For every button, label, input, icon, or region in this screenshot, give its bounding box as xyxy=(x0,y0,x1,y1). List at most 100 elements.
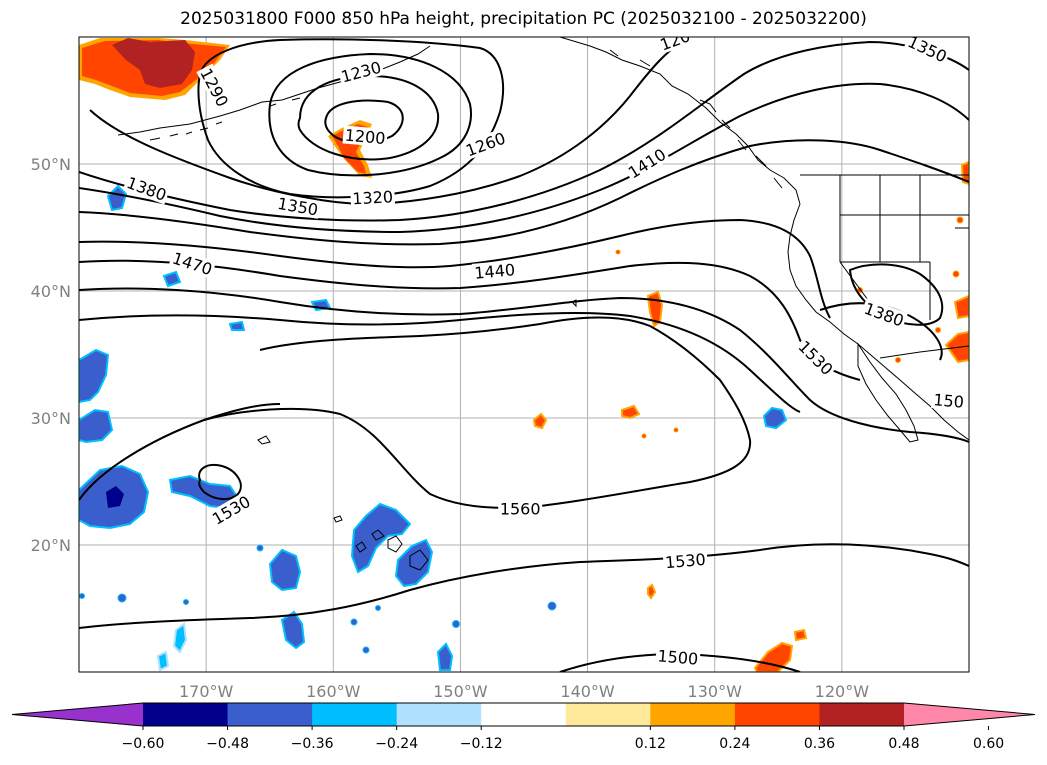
contour-label-halo xyxy=(207,491,255,529)
colorbar-label-6: 0.24 xyxy=(719,736,750,752)
precip-neg-ne-4 xyxy=(228,320,246,331)
colorbar-swatch-1 xyxy=(227,703,313,726)
lat-label-2: 30°N xyxy=(31,409,71,428)
precip-speck-3 xyxy=(935,327,941,333)
contour-label-12: 150 xyxy=(931,390,967,412)
contour-label-halo xyxy=(860,298,908,331)
precip-speck-7 xyxy=(641,433,647,439)
contour-1350 xyxy=(79,40,969,222)
contour-1200 xyxy=(324,99,404,144)
contour-label-halo xyxy=(931,390,967,411)
contour-label-halo xyxy=(793,335,838,380)
precip-neg-speck-5 xyxy=(350,618,358,626)
precip-neg-speck-8 xyxy=(79,593,85,599)
precip-neg-ne-1 xyxy=(106,184,128,212)
precip-dot-3 xyxy=(647,583,657,600)
lon-label-0: 170°W xyxy=(179,682,234,701)
contour-label-text: 1200 xyxy=(344,126,386,148)
contour-label-15: 1560 xyxy=(498,499,543,518)
contour-1260 xyxy=(268,52,472,177)
colorbar-label-7: 0.36 xyxy=(804,736,835,752)
colorbar-swatch-8 xyxy=(819,703,905,726)
map-frame xyxy=(78,36,970,673)
precip-speck-1 xyxy=(956,216,964,224)
colorbar-swatch-5 xyxy=(565,703,651,726)
precip-neg-speck-6 xyxy=(256,544,264,552)
alaska-peninsula xyxy=(117,45,431,136)
precip-positive-areas xyxy=(79,38,969,672)
colorbar-label-3: −0.24 xyxy=(375,736,418,752)
colorbar-swatch-2 xyxy=(312,703,398,726)
precip-neg-west-3-core xyxy=(106,486,124,508)
lon-label-5: 120°W xyxy=(815,682,870,701)
precip-neg-speck-9 xyxy=(183,599,189,605)
colorbar-label-8: 0.48 xyxy=(888,736,919,752)
contour-label-text: 1440 xyxy=(474,260,516,282)
colorbar-label-1: −0.48 xyxy=(206,736,249,752)
precip-neg-speck-2 xyxy=(547,601,557,611)
precip-neg-hawaii-3 xyxy=(268,548,302,592)
colorbar: −0.60 −0.48 −0.36 −0.24 −0.12 0.12 0.24 0.36 0.4… xyxy=(11,702,1036,752)
contour-1440 xyxy=(79,218,831,319)
contour-label-16: 1530 xyxy=(662,549,709,572)
contour-label-text: 1320 xyxy=(352,187,394,208)
precip-neg-speck-3 xyxy=(452,620,460,628)
coastlines xyxy=(117,37,969,571)
hawaii-islands xyxy=(355,529,429,571)
contour-label-halo xyxy=(498,499,543,518)
contour-label-8: 1440 xyxy=(471,260,518,283)
contour-label-halo xyxy=(122,172,171,205)
baja-california xyxy=(857,342,919,443)
contour-label-halo xyxy=(274,193,322,219)
colorbar-swatch-7 xyxy=(734,703,820,726)
contour-1560 xyxy=(203,316,752,509)
contour-label-halo xyxy=(196,63,233,111)
contour-label-halo xyxy=(350,187,396,208)
map-title: 2025031800 F000 850 hPa height, precipit… xyxy=(180,9,867,29)
colorbar-label-4: −0.12 xyxy=(460,736,503,752)
longitude-labels: 170°W 160°W 150°W 140°W 130°W 120°W xyxy=(179,682,869,701)
lat-label-3: 20°N xyxy=(31,536,71,555)
colorbar-label-2: −0.36 xyxy=(291,736,334,752)
lat-label-1: 40°N xyxy=(31,282,71,301)
alaska-coast xyxy=(559,37,801,205)
precip-blob-sw2 xyxy=(793,628,808,642)
contour-1500 xyxy=(79,287,969,443)
latitude-labels: 50°N 40°N 30°N 20°N xyxy=(31,155,71,555)
colorbar-swatch-4 xyxy=(481,703,567,726)
colorbar-label-5: 0.12 xyxy=(635,736,666,752)
contour-label-halo xyxy=(655,646,701,668)
contour-label-text: 1500 xyxy=(657,646,699,668)
precip-neg-speck-1 xyxy=(117,593,127,603)
contour-1530-south xyxy=(79,543,969,629)
precip-speck-6 xyxy=(615,249,621,255)
precip-neg-s-3 xyxy=(172,622,188,654)
precip-blob-sw xyxy=(753,641,794,672)
precip-e-edge-1 xyxy=(953,294,969,320)
map-panel xyxy=(79,37,969,672)
precip-neg-west-1 xyxy=(79,348,110,404)
contour-label-halo xyxy=(662,549,709,572)
precip-dot-1 xyxy=(621,404,641,420)
contour-1320 xyxy=(89,37,691,206)
precip-neg-ne-2 xyxy=(162,270,182,288)
contour-label-halo xyxy=(623,143,671,183)
precip-neg-west-2 xyxy=(79,408,114,444)
colorbar-swatch-3 xyxy=(396,703,482,726)
contour-label-halo xyxy=(337,57,385,86)
colorbar-swatch-0 xyxy=(143,703,229,726)
contour-label-17: 1500 xyxy=(655,646,701,669)
lon-label-2: 150°W xyxy=(433,682,488,701)
contour-label-4: 1320 xyxy=(350,187,396,208)
contour-1530-loop xyxy=(79,403,281,501)
precip-speck-2 xyxy=(952,270,960,278)
lat-label-0: 50°N xyxy=(31,155,71,174)
precip-neg-e-1 xyxy=(762,406,788,430)
colorbar-label-0: −0.60 xyxy=(122,736,165,752)
precip-blob-nw-dark xyxy=(112,38,195,88)
contour-label-text: 1530 xyxy=(664,550,706,572)
precip-speck-8 xyxy=(673,427,679,433)
colorbar-extend-high xyxy=(904,703,1035,726)
north-america-west-coast xyxy=(787,203,969,441)
contour-label-text: 150 xyxy=(933,390,965,412)
